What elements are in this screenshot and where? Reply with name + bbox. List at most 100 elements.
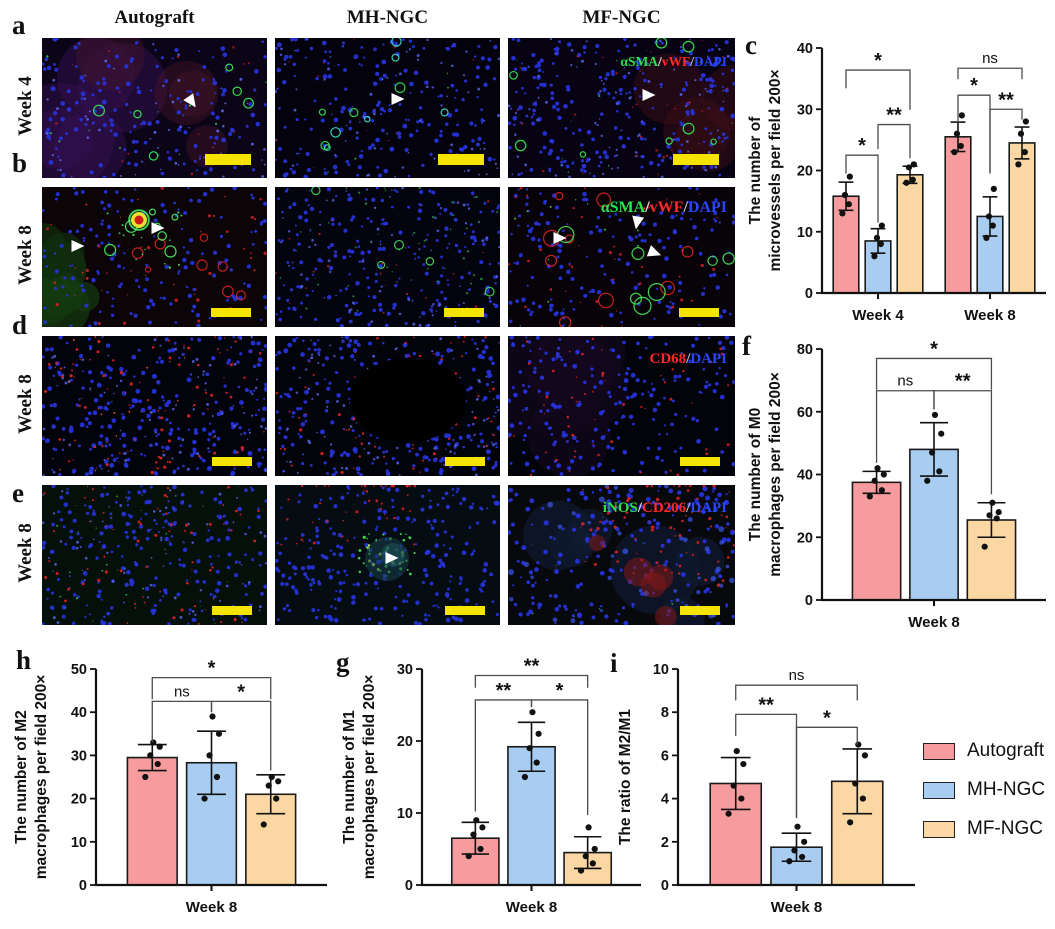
svg-text:20: 20 (797, 530, 813, 546)
week-label-a: Week 4 (15, 76, 36, 136)
svg-text:**: ** (886, 105, 902, 127)
fluorescence-image (42, 485, 267, 625)
svg-text:Week 4: Week 4 (852, 307, 904, 324)
svg-text:**: ** (496, 680, 512, 702)
svg-text:0: 0 (661, 878, 669, 894)
panel-letter-a: a (12, 10, 26, 40)
scale-bar (205, 154, 251, 165)
micrograph-e-mh-ngc (275, 485, 500, 625)
micrograph-a-autograft (42, 38, 267, 178)
micrograph-d-mf-ngc: CD68/DAPI (508, 336, 735, 476)
stain-marker-label: αSMA/vWF/DAPI (620, 54, 727, 70)
svg-text:Week 8: Week 8 (964, 307, 1015, 324)
scale-bar (212, 457, 252, 466)
svg-text:10: 10 (397, 806, 413, 822)
arrowhead-icon (553, 232, 567, 244)
svg-text:microvessels per field 200×: microvessels per field 200× (767, 69, 784, 271)
svg-text:40: 40 (797, 41, 813, 57)
scale-bar (444, 308, 484, 317)
micrograph-e-mf-ngc: iNOS/CD206/DAPI (508, 485, 735, 625)
marker-part: DAPI (690, 351, 727, 367)
scale-bar (673, 154, 719, 165)
svg-text:macrophages per field 200×: macrophages per field 200× (361, 675, 378, 880)
svg-text:**: ** (758, 694, 774, 716)
panel-letter-f: f (742, 331, 751, 361)
chart-m2-macrophages: h Week 8 0 10 20 30 40 50 The number of M2 macro… (8, 645, 336, 927)
svg-text:0: 0 (805, 286, 813, 302)
legend-label: Autograft (967, 740, 1045, 761)
legend: Autograft MH-NGC MF-NGC (923, 740, 1055, 870)
chart-c-plot: Week 4 Week 8 0 10 20 30 40 The number of microv… (747, 41, 1046, 324)
micrograph-d-mh-ngc (275, 336, 500, 476)
fluorescence-image (275, 336, 500, 476)
legend-swatch (923, 820, 955, 838)
week-label-b: Week 8 (15, 225, 36, 285)
panel-letter-e: e (12, 478, 24, 508)
micrograph-e-autograft (42, 485, 267, 625)
micrograph-a-mf-ngc: αSMA/vWF/DAPI (508, 38, 735, 178)
scale-bar (679, 308, 719, 317)
svg-text:macrophages per field 200×: macrophages per field 200× (767, 372, 784, 577)
panel-letter-b: b (12, 148, 28, 178)
scale-bar (445, 606, 485, 615)
svg-text:*: * (237, 681, 245, 703)
svg-text:20: 20 (797, 164, 813, 180)
svg-text:40: 40 (797, 468, 813, 484)
fluorescence-image (508, 38, 735, 178)
micrograph-d-autograft (42, 336, 267, 476)
svg-text:30: 30 (797, 102, 813, 118)
marker-part: iNOS (602, 500, 638, 516)
marker-part: αSMA (620, 54, 658, 69)
legend-swatch (923, 742, 955, 760)
scale-bar (680, 457, 720, 466)
panel-letter-i: i (610, 648, 618, 678)
marker-part: / (690, 54, 694, 69)
fluorescence-image (42, 187, 267, 327)
scale-bar (212, 606, 252, 615)
chart-f-plot: Week 8 0 20 40 60 80 The number of M0 macrophag… (747, 338, 1046, 631)
arrowhead-icon (151, 222, 165, 234)
marker-part: / (686, 500, 691, 516)
legend-item-autograft: Autograft (923, 740, 1055, 762)
panel-letter-c: c (745, 30, 757, 60)
marker-part: DAPI (687, 199, 727, 216)
marker-part: / (683, 199, 688, 216)
fluorescence-image (508, 187, 735, 327)
svg-text:**: ** (998, 89, 1014, 111)
svg-text:The number of M1: The number of M1 (341, 710, 358, 844)
arrowhead-icon (391, 93, 405, 105)
svg-text:Week 8: Week 8 (506, 899, 557, 916)
column-header-autograft: Autograft (114, 7, 195, 28)
scale-bar (680, 606, 720, 615)
svg-text:60: 60 (797, 405, 813, 421)
legend-item-mf-ngc: MF-NGC (923, 818, 1055, 840)
svg-text:10: 10 (797, 225, 813, 241)
svg-text:ns: ns (789, 667, 805, 684)
chart-m2-m1-ratio: i Week 8 0 2 4 6 8 10 The ratio of M2/M1 ** * ns (606, 645, 924, 927)
marker-part: / (657, 54, 662, 69)
column-header-mf-ngc: MF-NGC (582, 7, 661, 28)
micrograph-b-autograft (42, 187, 267, 327)
marker-part: / (686, 351, 691, 367)
chart-microvessels: c Week 4 Week 8 0 10 20 30 40 The number of micr… (742, 18, 1055, 333)
scale-bar (445, 457, 485, 466)
week-label-d: Week 8 (15, 374, 36, 434)
svg-text:Week 8: Week 8 (908, 614, 959, 631)
svg-text:Week 8: Week 8 (771, 899, 822, 916)
svg-text:*: * (874, 50, 882, 72)
svg-text:**: ** (524, 655, 540, 677)
svg-text:80: 80 (797, 342, 813, 358)
marker-part: CD206 (641, 500, 687, 516)
marker-part: vWF (661, 54, 691, 69)
svg-text:30: 30 (71, 748, 87, 764)
svg-text:*: * (823, 707, 831, 729)
marker-part: DAPI (690, 500, 727, 516)
svg-text:*: * (970, 75, 978, 97)
legend-label: MF-NGC (967, 818, 1043, 839)
svg-text:10: 10 (71, 835, 87, 851)
svg-text:macrophages per field 200×: macrophages per field 200× (33, 675, 50, 880)
svg-text:20: 20 (71, 792, 87, 808)
svg-text:30: 30 (397, 662, 413, 678)
